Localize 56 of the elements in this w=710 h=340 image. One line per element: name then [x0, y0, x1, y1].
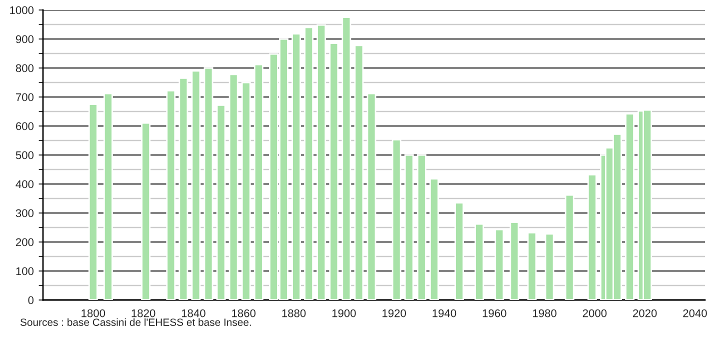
x-tick-label: 1800: [82, 309, 106, 318]
y-tick-label: 800: [16, 64, 34, 72]
y-tick-label: 100: [16, 267, 34, 276]
bar: [292, 33, 301, 300]
x-tick-label: 1860: [232, 309, 256, 318]
bar: [166, 90, 176, 300]
y-tick-label: 1000: [10, 6, 34, 14]
bar: [354, 44, 364, 300]
x-tick-label: 1980: [533, 309, 556, 318]
bar: [527, 232, 537, 300]
bar: [544, 233, 554, 300]
bar: [88, 104, 98, 300]
x-tick-label: 2000: [582, 309, 607, 318]
bar: [342, 16, 352, 300]
y-tick-label: 300: [16, 209, 34, 218]
bar: [392, 138, 402, 300]
x-tick-label: 1920: [382, 309, 406, 318]
y-tick-label: 200: [16, 238, 34, 246]
y-tick-label: 600: [16, 122, 34, 130]
bar: [241, 82, 251, 300]
bar: [304, 26, 314, 300]
bar: [474, 223, 484, 300]
bar: [228, 74, 238, 300]
bar: [587, 174, 597, 300]
bar: [494, 228, 504, 300]
source-note: Sources : base Cassini de l'EHESS et base Insee.: [20, 318, 251, 326]
bar: [404, 154, 414, 300]
x-tick-label: 1840: [182, 309, 206, 318]
x-tick-label: 1960: [482, 309, 506, 318]
bar: [510, 222, 520, 300]
bar: [103, 92, 113, 300]
bar: [316, 24, 326, 300]
y-tick-label: 400: [16, 180, 34, 188]
bar: [216, 104, 226, 300]
x-tick-label: 1940: [432, 309, 456, 318]
bar: [429, 178, 439, 300]
bar: [191, 70, 201, 300]
x-tick-label: 1820: [132, 309, 156, 318]
y-tick-label: 0: [28, 296, 34, 304]
bar: [454, 202, 464, 300]
y-tick-label: 500: [16, 151, 34, 160]
bar: [564, 194, 574, 300]
x-tick-label: 2020: [633, 309, 657, 318]
x-tick-label: 2040: [683, 309, 707, 318]
bar: [329, 42, 339, 300]
bar: [625, 113, 634, 300]
bar: [204, 67, 214, 300]
bar: [416, 154, 426, 300]
bar: [254, 64, 264, 300]
bar: [178, 77, 188, 300]
y-tick-label: 900: [16, 35, 34, 44]
x-tick-label: 1900: [332, 309, 356, 318]
y-tick-label: 700: [16, 93, 34, 102]
bar: [141, 122, 151, 300]
bar: [366, 92, 376, 300]
x-tick-label: 1880: [282, 309, 306, 318]
